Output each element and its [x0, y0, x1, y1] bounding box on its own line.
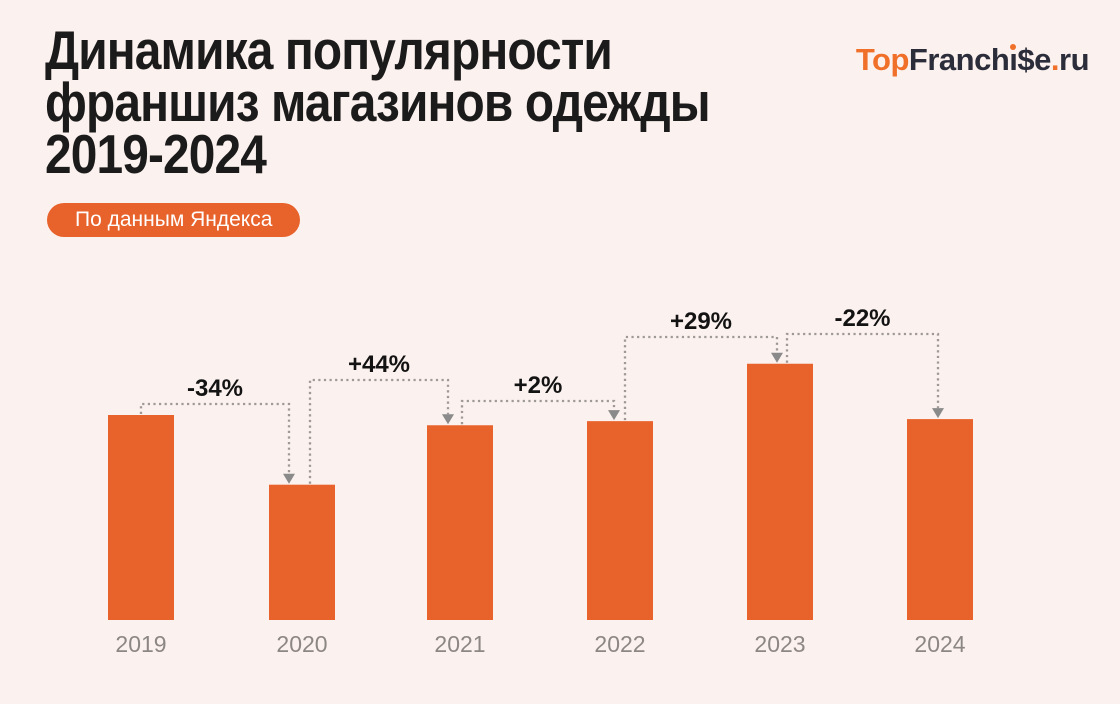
change-arrow-line-2020-2021: [308, 378, 450, 484]
source-badge-label: По данным Яндекса: [75, 208, 273, 231]
change-label-2019-2020: -34%: [187, 375, 243, 402]
logo-text-top: Top: [855, 42, 910, 77]
bar-2022: [587, 421, 653, 620]
arrowhead-icon-2022: [608, 410, 620, 421]
change-label-2021-2022: +2%: [514, 372, 563, 399]
year-label-2020: 2020: [276, 631, 327, 657]
bar-2023: [747, 363, 813, 620]
year-label-2024: 2024: [914, 631, 965, 657]
title-line-3: 2019-2024: [45, 123, 267, 185]
logo-letter-i-orange-dot: ı: [1009, 42, 1018, 77]
change-label-2023-2024: -22%: [834, 305, 890, 332]
bar-2021: [427, 425, 493, 620]
logo-text-se: $e: [1017, 42, 1051, 77]
year-label-2022: 2022: [594, 631, 645, 657]
change-arrow-line-2021-2022: [460, 399, 616, 425]
logo-orange-period: .: [1050, 42, 1060, 77]
page-title: Динамика популярности франшиз магазинов …: [45, 19, 711, 185]
bar-2020: [269, 484, 335, 620]
arrowhead-icon-2020: [283, 473, 295, 484]
bar-2019: [108, 415, 174, 620]
change-arrow-line-2019-2020: [139, 402, 291, 474]
title-line-1: Динамика популярности: [45, 19, 613, 81]
source-badge: По данным Яндекса: [47, 203, 301, 237]
title-line-2: франшиз магазинов одежды: [45, 71, 711, 133]
year-label-2021: 2021: [434, 631, 485, 657]
logo-text-franch: Franch: [908, 42, 1010, 77]
arrowhead-icon-2021: [442, 414, 454, 425]
change-label-2022-2023: +29%: [670, 308, 732, 335]
arrowhead-icon-2024: [932, 408, 944, 419]
logo-text-ru: ru: [1059, 42, 1090, 77]
arrowhead-icon-2023: [771, 352, 783, 363]
year-label-2019: 2019: [115, 631, 166, 657]
topfranchise-logo: TopFranchı$e.ru: [855, 42, 1090, 78]
year-label-2023: 2023: [754, 631, 805, 657]
bar-2024: [907, 419, 973, 620]
change-label-2020-2021: +44%: [348, 351, 410, 378]
